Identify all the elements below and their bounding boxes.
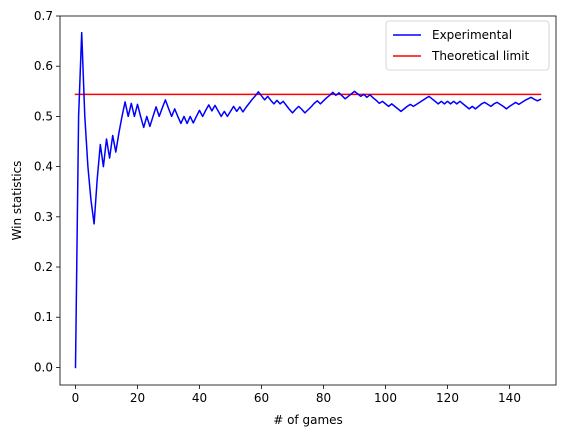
- y-tick-label: 0.1: [34, 310, 53, 324]
- y-tick-label: 0.4: [34, 160, 53, 174]
- axes-background: [60, 16, 556, 385]
- y-tick-label: 0.3: [34, 210, 53, 224]
- x-tick-label: 120: [436, 391, 459, 405]
- x-tick-label: 20: [130, 391, 145, 405]
- y-tick-label: 0.6: [34, 59, 53, 73]
- y-axis-label: Win statistics: [10, 161, 24, 241]
- x-tick-label: 140: [498, 391, 521, 405]
- plot-area: 0 20 40 60 80 100 120 140 0.0 0.1 0.2 0.3 0.4 0.5 0.6…: [10, 9, 556, 427]
- y-tick-label: 0.5: [34, 109, 53, 123]
- legend-label-theoretical-limit: Theoretical limit: [431, 49, 530, 63]
- x-tick-label: 80: [316, 391, 331, 405]
- y-tick-label: 0.0: [34, 360, 53, 374]
- legend-label-experimental: Experimental: [432, 28, 512, 42]
- x-tick-label: 100: [374, 391, 397, 405]
- x-tick-label: 60: [254, 391, 269, 405]
- y-tick-label: 0.2: [34, 260, 53, 274]
- x-tick-label: 40: [192, 391, 207, 405]
- y-tick-label: 0.7: [34, 9, 53, 23]
- legend: Experimental Theoretical limit: [386, 21, 549, 70]
- x-tick-label: 0: [72, 391, 80, 405]
- x-axis-label: # of games: [273, 413, 343, 427]
